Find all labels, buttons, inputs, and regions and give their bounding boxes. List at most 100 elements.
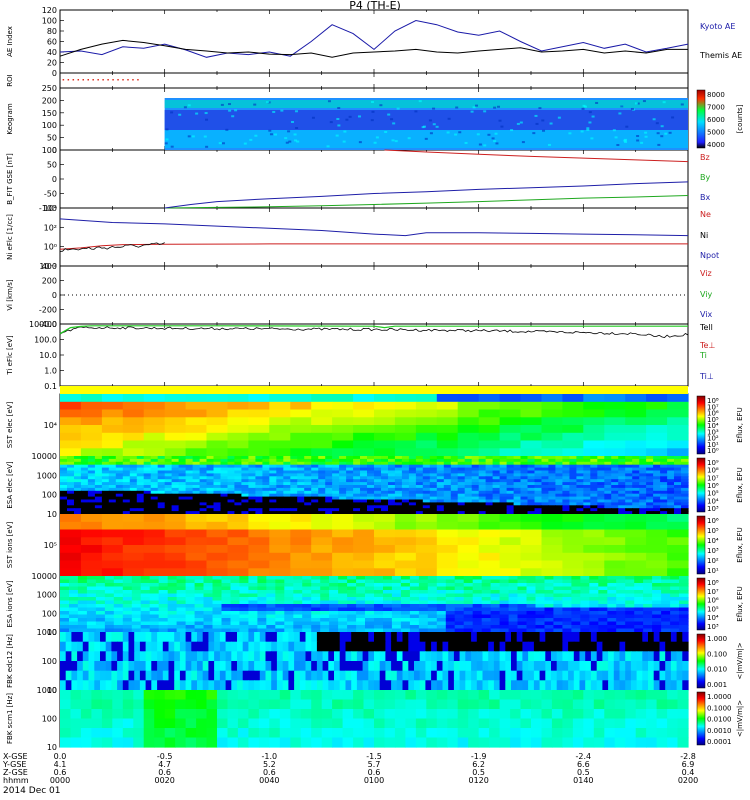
fbk-e-cell [214, 661, 221, 672]
esa-i-cell [490, 621, 501, 626]
esa-i-cell [122, 576, 133, 581]
esa-e-cell [297, 470, 305, 474]
esa-e-cell [520, 467, 529, 472]
keogram-cell [541, 119, 545, 122]
esa-i-cell [562, 628, 572, 633]
fbk-e-cell [374, 680, 381, 691]
esa-e-cell [213, 456, 222, 460]
esa-e-cell [485, 470, 494, 474]
esa-e-cell [178, 502, 187, 506]
esa-e-cell [164, 508, 173, 512]
fbk-e-cell [356, 661, 364, 672]
esa-e-cell [206, 479, 215, 483]
esa-i-cell [589, 600, 599, 605]
esa-i-cell [535, 625, 546, 630]
fbk-e-cell [105, 670, 112, 681]
esa-e-cell [143, 496, 152, 501]
esa-i-cell [257, 579, 267, 584]
esa-e-cell [115, 467, 124, 472]
esa-e-cell [108, 496, 117, 501]
sst-e-cell [101, 409, 124, 418]
esa-i-cell [445, 586, 456, 591]
sst-i-cell [332, 514, 354, 523]
esa-e-cell [450, 487, 459, 492]
esa-i-cell [60, 614, 70, 619]
esa-e-cell [632, 461, 640, 466]
sst-i-cell [583, 514, 605, 523]
esa-e-cell [87, 476, 96, 480]
esa-i-cell [634, 600, 644, 605]
esa-i-cell [95, 593, 106, 598]
esa-i-cell [95, 614, 106, 619]
esa-i-cell [320, 600, 330, 605]
esa-e-cell [164, 470, 173, 474]
esa-e-cell [346, 470, 354, 474]
fbk-b-cell [91, 709, 103, 720]
esa-i-cell [607, 607, 617, 612]
esa-e-cell [520, 493, 529, 498]
sst-e-cell [562, 440, 584, 449]
esa-i-cell [589, 611, 599, 616]
fbk-e-cell [345, 680, 352, 691]
sst-i-cell [353, 545, 375, 554]
esa-i-cell [356, 607, 366, 612]
fbk-e-cell [459, 632, 466, 643]
esa-e-cell [464, 461, 473, 466]
esa-e-cell [667, 476, 675, 480]
esa-e-cell [262, 508, 270, 512]
esa-e-cell [506, 505, 515, 509]
esa-e-cell [625, 499, 633, 503]
esa-e-cell [506, 487, 515, 492]
esa-e-cell [562, 456, 570, 460]
esa-e-cell [129, 456, 138, 460]
esa-e-cell [241, 458, 249, 463]
fbk-e-cell [316, 680, 324, 691]
esa-e-cell [220, 464, 229, 469]
esa-i-cell [293, 579, 303, 584]
sst-i-cell [646, 529, 668, 538]
esa-e-cell [234, 482, 242, 486]
sst-i-cell [562, 521, 584, 531]
esa-e-cell [388, 458, 396, 463]
fbk-e-cell [60, 651, 67, 662]
esa-i-cell [463, 576, 474, 581]
esa-i-cell [60, 600, 70, 605]
sst-i-cell [122, 521, 145, 531]
esa-e-cell [304, 499, 312, 503]
keogram-cell [394, 140, 398, 143]
esa-e-cell [227, 508, 236, 512]
esa-i-cell [275, 586, 285, 591]
esa-e-cell [67, 511, 75, 515]
esa-e-cell [618, 456, 626, 460]
fbk-e-cell [471, 651, 478, 662]
esa-e-cell [74, 485, 82, 489]
fbk-b-cell [269, 718, 281, 729]
fbk-e-cell [431, 651, 438, 662]
fbk-e-cell [659, 632, 666, 643]
esa-i-cell [320, 614, 330, 619]
sst-i-cell [520, 514, 542, 523]
esa-e-cell [388, 470, 396, 474]
esa-i-cell [499, 579, 510, 584]
sst-e-cell [164, 425, 187, 434]
esa-e-cell [471, 470, 480, 474]
esa-e-cell [255, 467, 263, 472]
fbk-e-cell [659, 661, 666, 672]
sst-i-cell [332, 568, 354, 577]
keogram-cell [375, 136, 379, 139]
esa-e-cell [276, 485, 284, 489]
fbk-e-cell [642, 661, 649, 672]
keogram-cell [652, 118, 656, 121]
fbk-b-cell [175, 728, 187, 739]
fbk-e-cell [630, 661, 638, 672]
fbk-b-cell [175, 690, 187, 701]
esa-i-cell [239, 628, 249, 633]
fbk-e-cell [573, 632, 581, 643]
esa-e-cell [143, 470, 152, 474]
esa-e-cell [143, 511, 152, 515]
esa-i-cell [499, 590, 510, 595]
fbk-b-cell [646, 718, 658, 729]
esa-e-cell [178, 485, 187, 489]
fbk-b-cell [394, 709, 406, 720]
sst-e-cell [436, 448, 459, 457]
